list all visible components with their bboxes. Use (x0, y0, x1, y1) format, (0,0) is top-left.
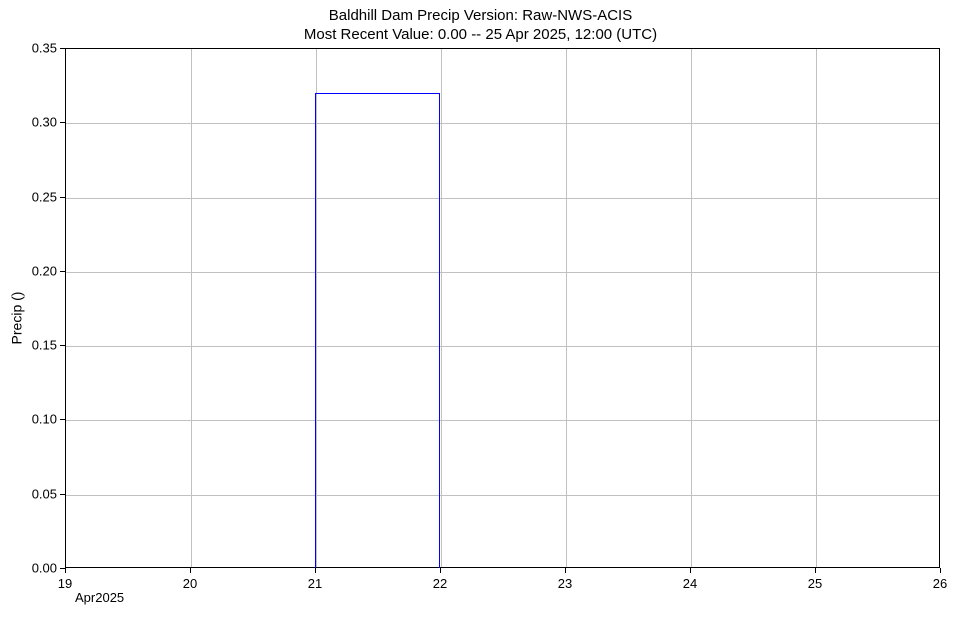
y-tick-label: 0.00 (32, 561, 57, 576)
chart-title-line1: Baldhill Dam Precip Version: Raw-NWS-ACI… (0, 7, 961, 24)
precip-bar (315, 93, 440, 568)
x-axis-sub-label: Apr2025 (75, 590, 124, 605)
y-tick-label: 0.15 (32, 338, 57, 353)
y-tick-label: 0.05 (32, 486, 57, 501)
y-grid-line (66, 198, 939, 199)
x-tick-label: 19 (58, 576, 72, 591)
y-tick-label: 0.10 (32, 412, 57, 427)
y-grid-line (66, 272, 939, 273)
y-tick-mark (60, 494, 65, 495)
x-tick-label: 21 (308, 576, 322, 591)
x-grid-line (566, 49, 567, 567)
x-tick-mark (815, 568, 816, 573)
x-tick-mark (315, 568, 316, 573)
y-grid-line (66, 346, 939, 347)
y-tick-label: 0.30 (32, 115, 57, 130)
x-tick-mark (190, 568, 191, 573)
y-tick-mark (60, 48, 65, 49)
x-tick-label: 24 (683, 576, 697, 591)
precip-chart: Baldhill Dam Precip Version: Raw-NWS-ACI… (0, 0, 961, 620)
x-tick-mark (65, 568, 66, 573)
x-tick-label: 23 (558, 576, 572, 591)
x-grid-line (691, 49, 692, 567)
x-tick-label: 26 (933, 576, 947, 591)
y-tick-mark (60, 419, 65, 420)
x-tick-label: 22 (433, 576, 447, 591)
x-grid-line (816, 49, 817, 567)
x-tick-label: 25 (808, 576, 822, 591)
y-tick-label: 0.20 (32, 263, 57, 278)
x-tick-mark (690, 568, 691, 573)
y-tick-mark (60, 271, 65, 272)
y-tick-mark (60, 197, 65, 198)
x-tick-label: 20 (183, 576, 197, 591)
x-tick-mark (565, 568, 566, 573)
x-tick-mark (940, 568, 941, 573)
x-grid-line (441, 49, 442, 567)
y-tick-label: 0.35 (32, 41, 57, 56)
chart-title-line2: Most Recent Value: 0.00 -- 25 Apr 2025, … (0, 26, 961, 43)
y-tick-mark (60, 345, 65, 346)
y-grid-line (66, 495, 939, 496)
y-tick-label: 0.25 (32, 189, 57, 204)
y-tick-mark (60, 122, 65, 123)
x-tick-mark (440, 568, 441, 573)
y-grid-line (66, 123, 939, 124)
plot-area (65, 48, 940, 568)
y-axis-label: Precip () (8, 292, 24, 345)
y-grid-line (66, 420, 939, 421)
x-grid-line (191, 49, 192, 567)
